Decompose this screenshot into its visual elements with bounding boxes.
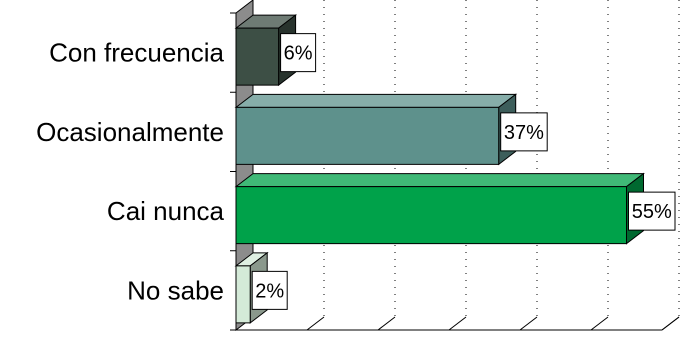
data-label-box xyxy=(280,33,317,73)
bar-top xyxy=(234,93,518,108)
data-label: 55% xyxy=(632,201,672,223)
data-label: 37% xyxy=(504,122,544,144)
x-tick-mark xyxy=(306,316,325,331)
data-label: 6% xyxy=(284,43,313,65)
x-tick-mark xyxy=(590,316,609,331)
x-tick-mark xyxy=(448,316,467,331)
category-label: Ocasionalmente xyxy=(36,117,224,147)
data-label: 2% xyxy=(255,280,284,302)
data-label-box xyxy=(251,270,288,310)
labels: Con frecuencia 6% Ocasionalmente 37% Cai nun… xyxy=(36,33,676,310)
bar xyxy=(235,27,280,86)
data-label-box xyxy=(500,112,548,152)
category-label: Cai nunca xyxy=(107,196,225,226)
bar xyxy=(235,106,500,165)
bar xyxy=(235,186,627,245)
data-label-box xyxy=(628,191,676,231)
x-tick-mark xyxy=(519,316,538,331)
x-tick-mark xyxy=(377,316,396,331)
category-label: Con frecuencia xyxy=(49,38,224,68)
category-label: No sabe xyxy=(127,275,224,305)
bar xyxy=(235,265,251,324)
bar-top xyxy=(234,173,645,188)
x-tick-mark xyxy=(661,316,680,331)
